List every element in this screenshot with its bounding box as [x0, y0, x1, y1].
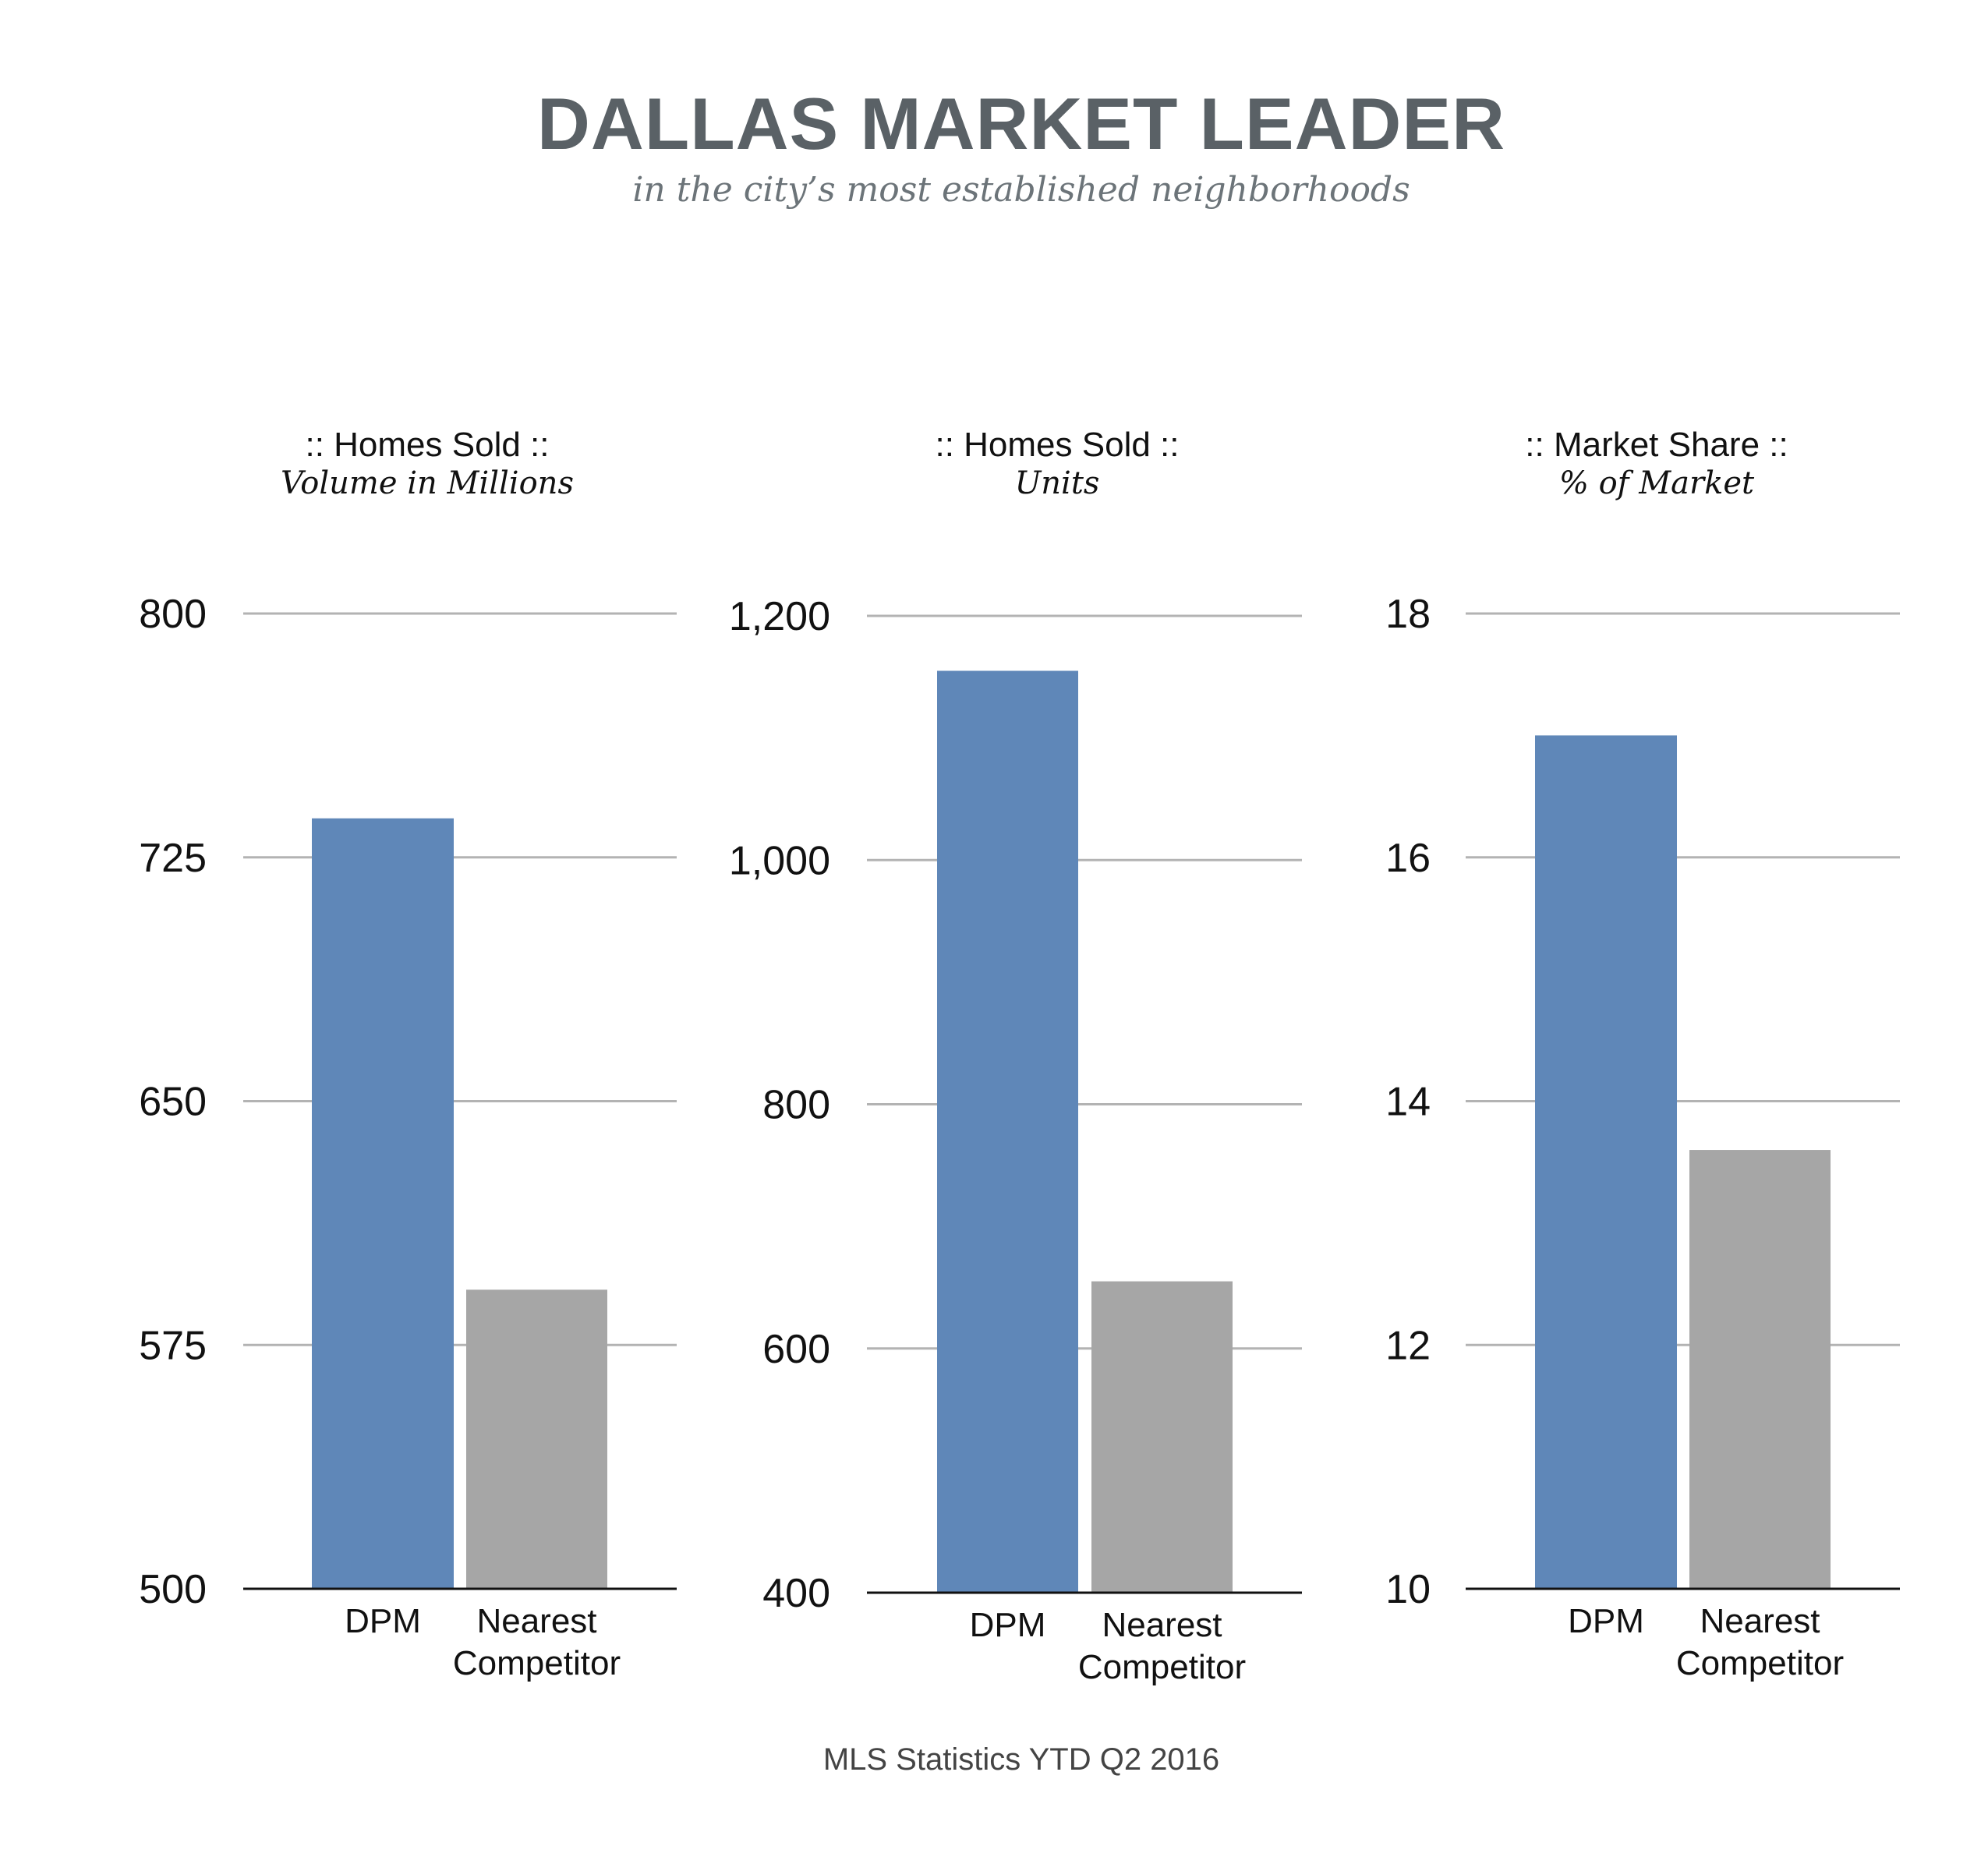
- x-category-label: Nearest Competitor: [1676, 1602, 1844, 1682]
- chart-title: :: Market Share ::: [1525, 426, 1788, 464]
- bar-nearest-competitor: [1091, 1281, 1233, 1593]
- y-tick-label: 12: [1385, 1323, 1431, 1368]
- bar-dpm: [312, 818, 454, 1589]
- x-category-label: DPM: [1568, 1602, 1644, 1640]
- chart-subtitle: % of Market: [1559, 465, 1755, 501]
- page-title: DALLAS MARKET LEADER: [537, 83, 1505, 164]
- bar-dpm: [937, 670, 1078, 1593]
- y-tick-label: 14: [1385, 1080, 1431, 1125]
- y-tick-label: 650: [139, 1080, 207, 1125]
- y-tick-label: 1,200: [729, 594, 830, 639]
- x-category-label: Nearest Competitor: [453, 1602, 621, 1682]
- chart-title: :: Homes Sold ::: [935, 426, 1179, 464]
- y-tick-label: 400: [762, 1571, 830, 1616]
- y-tick-label: 800: [762, 1083, 830, 1128]
- x-category-label: DPM: [345, 1602, 421, 1640]
- y-tick-label: 600: [762, 1327, 830, 1372]
- chart-subtitle: Units: [1015, 465, 1100, 501]
- source-note: MLS Statistics YTD Q2 2016: [822, 1742, 1220, 1777]
- bar-nearest-competitor: [466, 1289, 607, 1589]
- x-category-label: Nearest Competitor: [1078, 1606, 1246, 1686]
- y-tick-label: 10: [1385, 1567, 1431, 1612]
- page-subtitle: in the city’s most established neighborh…: [632, 170, 1410, 210]
- bar-dpm: [1535, 735, 1677, 1589]
- x-category-label: DPM: [970, 1606, 1046, 1644]
- y-tick-label: 575: [139, 1323, 207, 1368]
- chart-title: :: Homes Sold ::: [305, 426, 549, 464]
- y-tick-label: 1,000: [729, 838, 830, 883]
- bar-nearest-competitor: [1689, 1150, 1831, 1589]
- y-tick-label: 500: [139, 1567, 207, 1612]
- y-tick-label: 800: [139, 592, 207, 637]
- y-tick-label: 18: [1385, 592, 1431, 637]
- y-tick-label: 16: [1385, 836, 1431, 881]
- chart-subtitle: Volume in Millions: [281, 465, 574, 501]
- y-tick-label: 725: [139, 836, 207, 881]
